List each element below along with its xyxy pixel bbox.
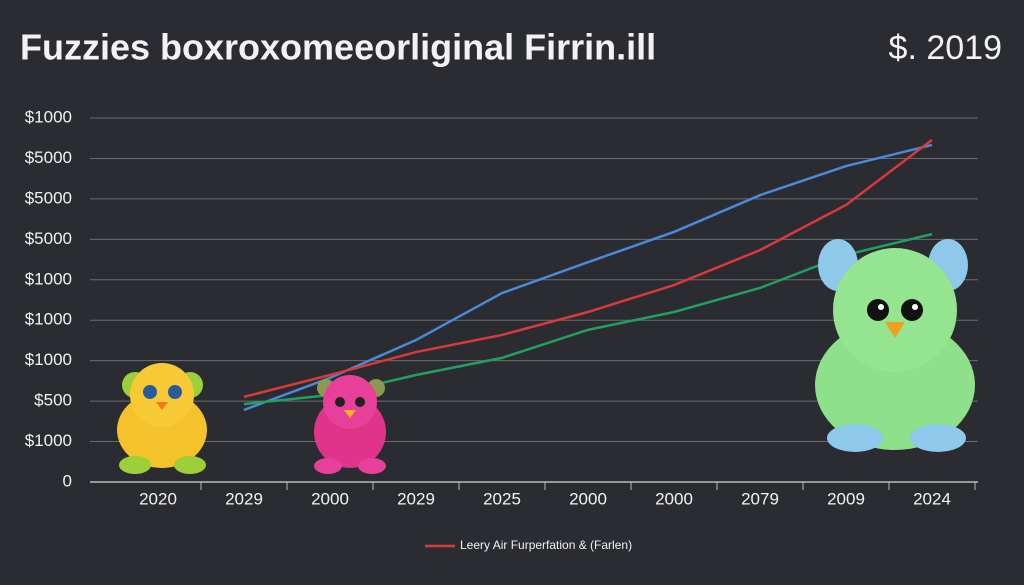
x-tick-label: 2079 [741, 489, 779, 508]
x-tick-label: 2024 [913, 489, 951, 508]
green-plush [815, 239, 975, 452]
y-tick-label: $1000 [25, 269, 72, 288]
y-tick-label: $1000 [25, 431, 72, 450]
chart-subtitle: $. 2019 [889, 29, 1002, 67]
line-series [243, 138, 933, 399]
chart-title: Fuzzies boxroxomeeorliginal Firrin.ill [20, 27, 656, 68]
y-tick-label: $1000 [25, 107, 72, 126]
legend: Leery Air Furperfation & (Farlen) [425, 538, 632, 552]
legend-label: Leery Air Furperfation & (Farlen) [460, 538, 632, 552]
x-tick-label: 2025 [483, 489, 521, 508]
y-tick-label: $5000 [25, 229, 72, 248]
y-tick-label: $500 [34, 391, 72, 410]
y-tick-label: 0 [63, 471, 72, 490]
yellow-plush [117, 363, 207, 474]
y-tick-label: $1000 [25, 350, 72, 369]
x-tick-label: 2000 [655, 489, 693, 508]
line-series [243, 143, 933, 412]
y-tick-label: $5000 [25, 188, 72, 207]
y-tick-label: $1000 [25, 310, 72, 329]
x-tick-label: 2000 [569, 489, 607, 508]
y-tick-label: $5000 [25, 148, 72, 167]
x-tick-label: 2029 [225, 489, 263, 508]
x-tick-label: 2009 [827, 489, 865, 508]
x-tick-label: 2029 [397, 489, 435, 508]
x-tick-label: 2020 [139, 489, 177, 508]
x-tick-label: 2000 [311, 489, 349, 508]
pink-plush [314, 375, 386, 474]
